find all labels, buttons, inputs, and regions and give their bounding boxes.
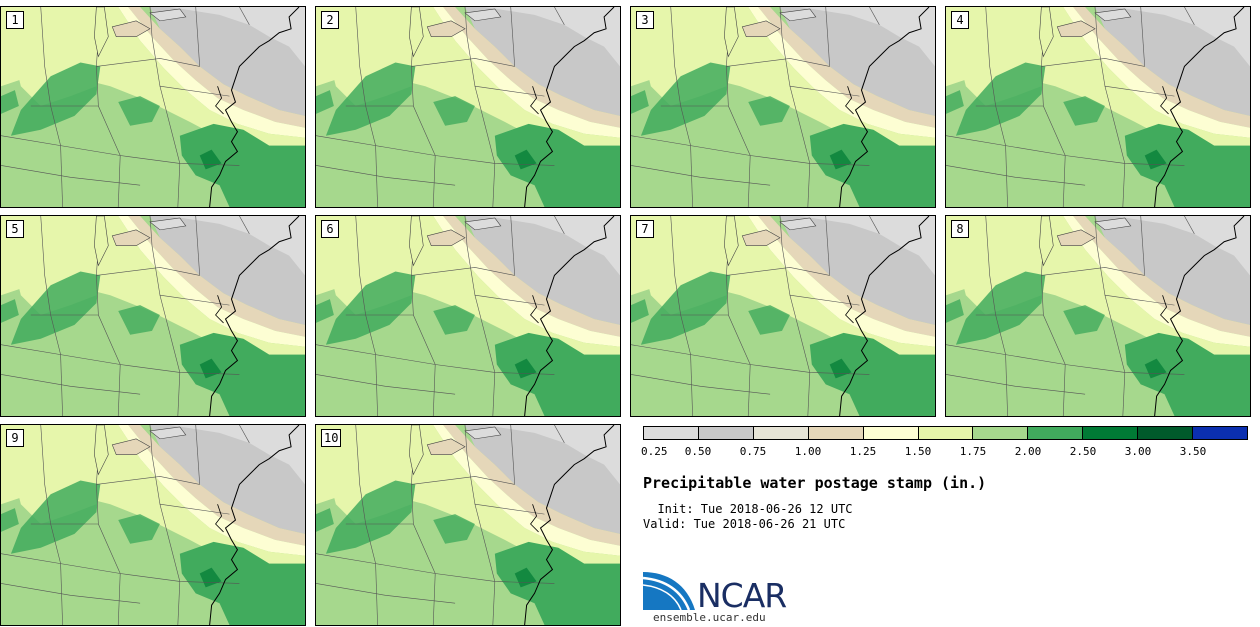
member-label-4: 4 [951, 11, 969, 29]
precip-water-map-8 [946, 216, 1250, 416]
colorbar-swatch-6 [918, 427, 974, 439]
member-label-9: 9 [6, 429, 24, 447]
colorbar-swatch-1 [644, 427, 699, 439]
site-url: ensemble.ucar.edu [653, 611, 766, 624]
precip-water-map-2 [316, 7, 620, 207]
precip-water-map-6 [316, 216, 620, 416]
colorbar-swatch-2 [698, 427, 754, 439]
member-label-3: 3 [636, 11, 654, 29]
colorbar-tick-label: 0.25 [641, 445, 668, 458]
member-panel-9: 9 [0, 424, 306, 626]
precip-water-map-7 [631, 216, 935, 416]
colorbar-swatch-3 [753, 427, 809, 439]
colorbar-swatch-4 [808, 427, 864, 439]
member-panel-6: 6 [315, 215, 621, 417]
precip-water-map-4 [946, 7, 1250, 207]
colorbar-tick-label: 1.00 [794, 445, 822, 458]
colorbar-swatch-5 [863, 427, 919, 439]
member-panel-7: 7 [630, 215, 936, 417]
member-label-6: 6 [321, 220, 339, 238]
member-label-10: 10 [321, 429, 342, 447]
member-label-7: 7 [636, 220, 654, 238]
colorbar-ticks: 0.25 0.50 0.75 1.00 1.25 1.50 1.75 2.00 2.50 3.00… [641, 445, 1248, 459]
colorbar [643, 426, 1248, 440]
chart-title: Precipitable water postage stamp (in.) [643, 474, 987, 492]
colorbar-tick-label: 1.25 [849, 445, 877, 458]
member-label-2: 2 [321, 11, 339, 29]
init-time: Init: Tue 2018-06-26 12 UTC [643, 502, 853, 516]
colorbar-tick-label: 0.50 [684, 445, 712, 458]
precip-water-map-5 [1, 216, 305, 416]
precip-water-map-10 [316, 425, 620, 625]
colorbar-swatch-8 [1028, 427, 1084, 439]
member-panel-8: 8 [945, 215, 1251, 417]
member-panel-4: 4 [945, 6, 1251, 208]
colorbar-tick-label: 3.00 [1124, 445, 1152, 458]
colorbar-tick-label: 3.50 [1179, 445, 1207, 458]
colorbar-tick-label: 1.50 [904, 445, 932, 458]
precip-water-map-9 [1, 425, 305, 625]
colorbar-tick-label: 2.00 [1014, 445, 1042, 458]
member-panel-2: 2 [315, 6, 621, 208]
valid-time: Valid: Tue 2018-06-26 21 UTC [643, 517, 846, 531]
member-panel-1: 1 [0, 6, 306, 208]
colorbar-tick-label: 2.50 [1069, 445, 1097, 458]
colorbar-tick-label: 0.75 [739, 445, 767, 458]
member-label-5: 5 [6, 220, 24, 238]
colorbar-swatch-9 [1083, 427, 1139, 439]
ncar-logo-icon [643, 572, 695, 611]
ncar-wordmark: NCAR [697, 576, 787, 615]
precip-water-map-1 [1, 7, 305, 207]
colorbar-swatch-7 [973, 427, 1029, 439]
precip-water-map-3 [631, 7, 935, 207]
member-label-8: 8 [951, 220, 969, 238]
member-label-1: 1 [6, 11, 24, 29]
colorbar-swatch-10 [1138, 427, 1194, 439]
member-panel-5: 5 [0, 215, 306, 417]
member-panel-3: 3 [630, 6, 936, 208]
colorbar-swatch-11 [1193, 427, 1247, 439]
member-panel-10: 10 [315, 424, 621, 626]
colorbar-tick-label: 1.75 [959, 445, 987, 458]
